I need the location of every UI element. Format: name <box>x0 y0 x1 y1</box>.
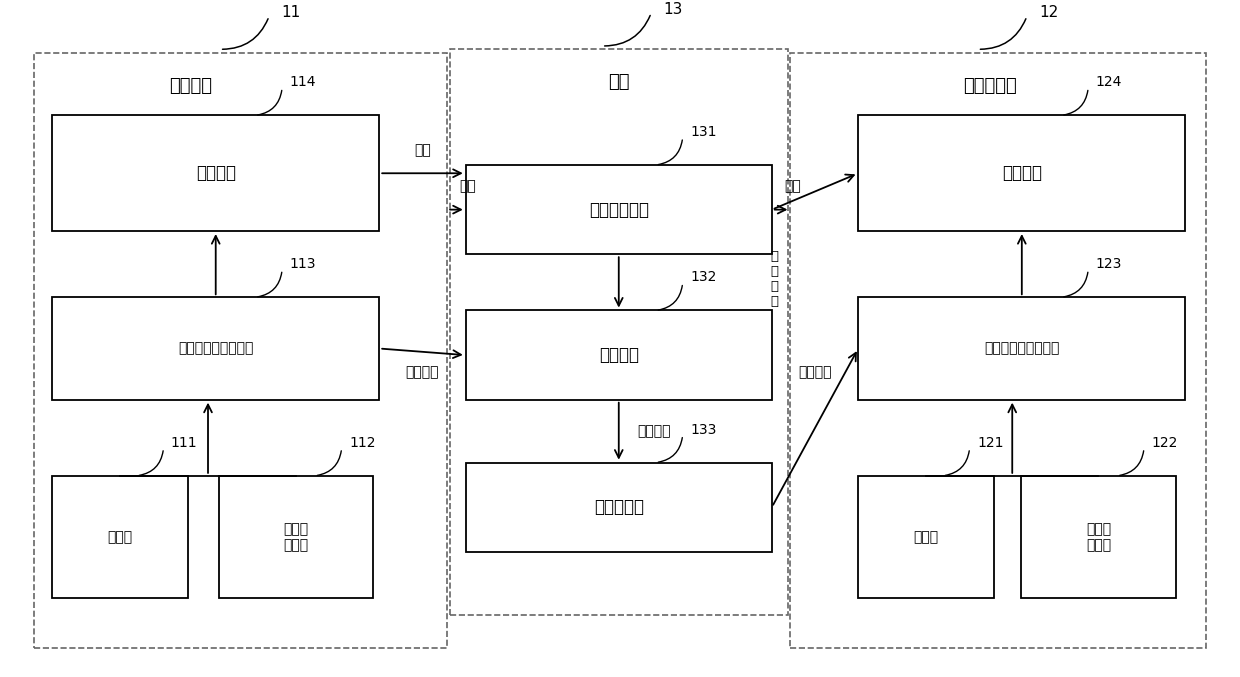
Text: 112: 112 <box>348 436 376 450</box>
Text: 即时定位与地图构建: 即时定位与地图构建 <box>985 341 1059 355</box>
Text: 重定位设备: 重定位设备 <box>963 77 1017 95</box>
Text: 建图数据: 建图数据 <box>637 424 671 438</box>
Text: 121: 121 <box>977 436 1003 450</box>
Text: 建图设备: 建图设备 <box>170 77 212 95</box>
Text: 锚点: 锚点 <box>784 179 801 193</box>
Bar <box>52 297 379 399</box>
Text: 应用程序: 应用程序 <box>196 165 236 182</box>
Text: 惯性测
量单元: 惯性测 量单元 <box>284 522 309 552</box>
Text: 锚点: 锚点 <box>414 143 430 156</box>
Text: 12: 12 <box>1039 5 1059 20</box>
Text: 131: 131 <box>691 125 717 139</box>
Text: 133: 133 <box>691 422 717 437</box>
Text: 摄像头: 摄像头 <box>914 530 939 544</box>
Text: 建图模块: 建图模块 <box>599 346 639 364</box>
Bar <box>1022 476 1176 598</box>
Bar <box>33 53 448 648</box>
Bar <box>858 476 994 598</box>
Text: 124: 124 <box>1096 75 1122 89</box>
Bar <box>858 297 1185 399</box>
Text: 惯性测
量单元: 惯性测 量单元 <box>1086 522 1111 552</box>
Text: 锚点管理模块: 锚点管理模块 <box>589 200 649 219</box>
Text: 113: 113 <box>289 257 316 271</box>
Text: 114: 114 <box>289 75 316 89</box>
Bar <box>52 115 379 231</box>
Bar <box>466 165 771 255</box>
Text: 应用程序: 应用程序 <box>1002 165 1042 182</box>
Bar <box>218 476 373 598</box>
Text: 13: 13 <box>663 2 683 17</box>
Bar <box>450 49 787 615</box>
Text: 即时定位与地图构建: 即时定位与地图构建 <box>179 341 253 355</box>
Bar <box>858 115 1185 231</box>
Text: 摄像头: 摄像头 <box>108 530 133 544</box>
Text: 相
对
位
姿: 相 对 位 姿 <box>770 250 777 308</box>
Text: 11: 11 <box>281 5 301 20</box>
Bar <box>466 311 771 399</box>
Text: 云端: 云端 <box>608 73 630 91</box>
Bar <box>790 53 1207 648</box>
Text: 123: 123 <box>1096 257 1122 271</box>
Bar <box>52 476 188 598</box>
Text: 图像位姿: 图像位姿 <box>799 365 832 379</box>
Text: 图像位姿: 图像位姿 <box>405 365 439 379</box>
Bar <box>466 462 771 552</box>
Text: 132: 132 <box>691 270 717 284</box>
Text: 111: 111 <box>171 436 197 450</box>
Text: 锚点: 锚点 <box>460 179 476 193</box>
Text: 重定位模块: 重定位模块 <box>594 498 644 517</box>
Text: 122: 122 <box>1152 436 1178 450</box>
